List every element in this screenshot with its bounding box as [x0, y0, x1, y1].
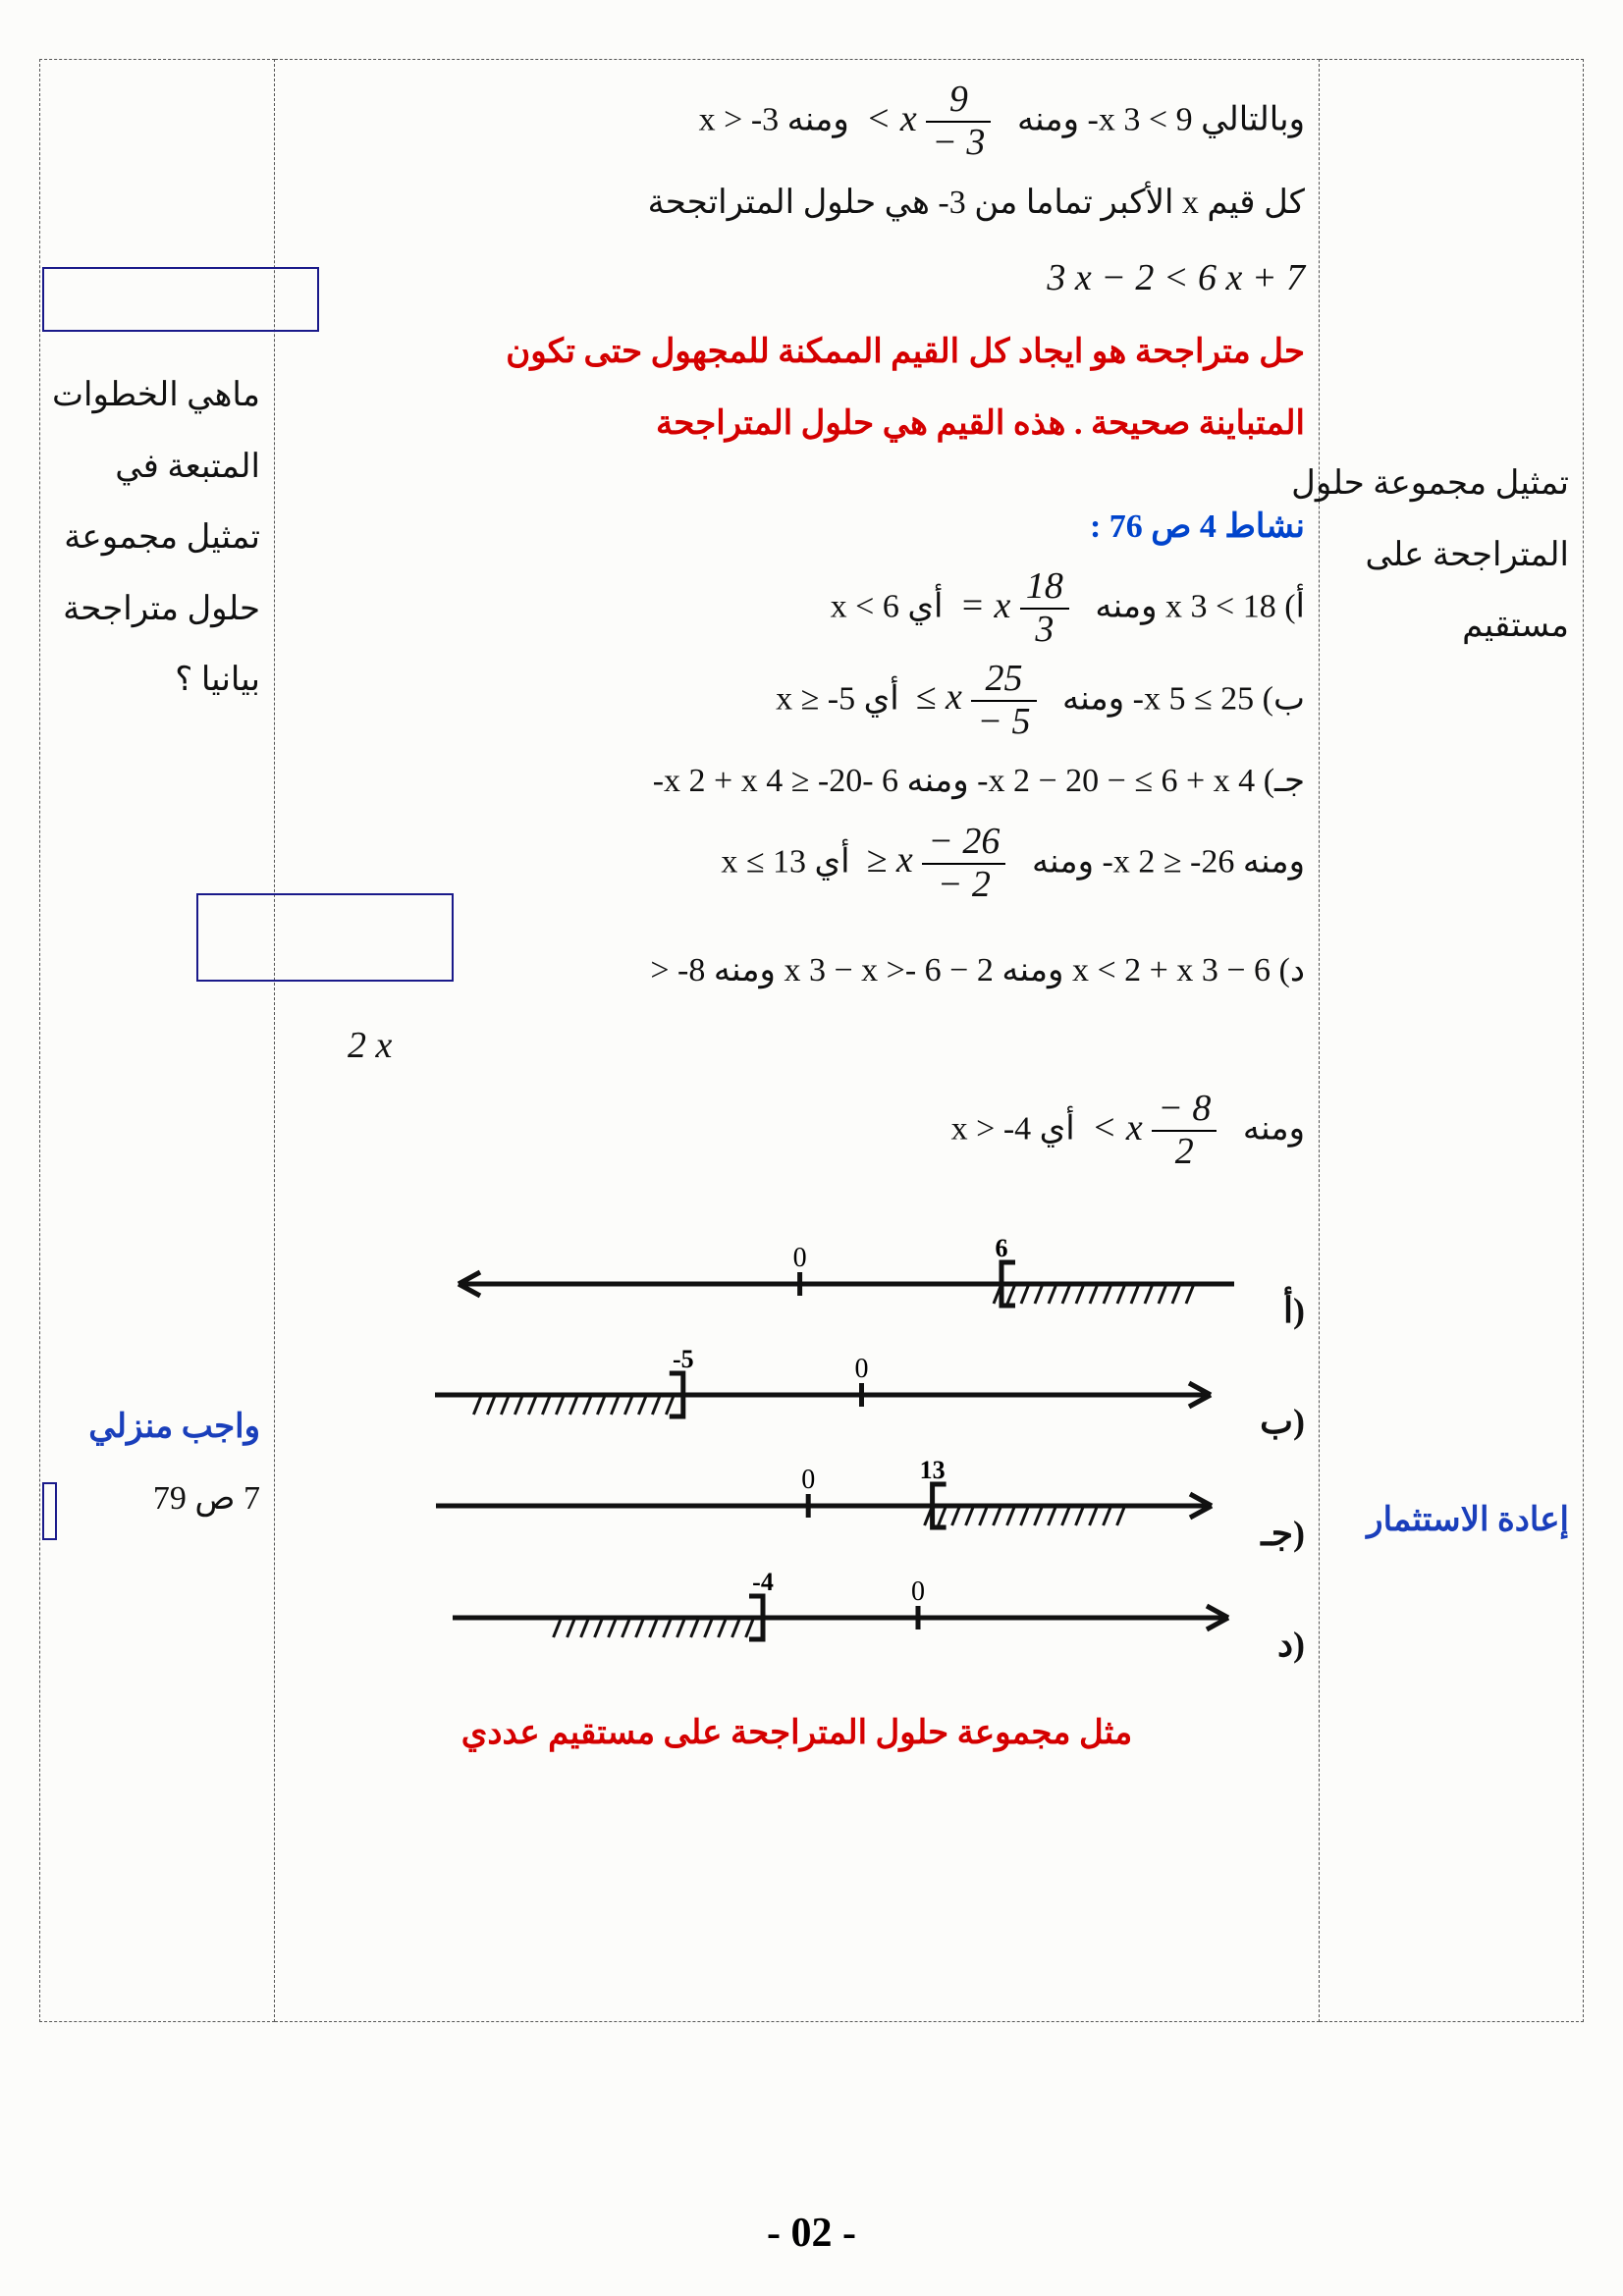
intro-line-1: وبالتالي 9 > x 3- ومنه < x 9− 3 ومنه 3- … [289, 80, 1305, 164]
overlay-box [42, 267, 319, 332]
zero-label: 0 [801, 1465, 815, 1495]
homework-ref: 7 ص 79 [54, 1468, 260, 1531]
number-line-label: د) [1277, 1624, 1305, 1665]
right-title-1: تمثيل مجموعة حلول [1333, 453, 1569, 516]
number-line-2: 0 13 [406, 1452, 1251, 1540]
right-title-2: المتراجحة على [1333, 524, 1569, 588]
number-line-label: جـ) [1261, 1513, 1305, 1554]
number-line-row: 0 -5 ب) [289, 1341, 1305, 1442]
number-line-0: 0 6 [429, 1230, 1273, 1318]
mark-label: -5 [673, 1345, 694, 1373]
left-q5: بيانيا ؟ [54, 649, 260, 713]
number-line-1: 0 -5 [406, 1341, 1250, 1429]
overlay-box [42, 1482, 57, 1540]
number-line-row: 0 13 جـ) [289, 1452, 1305, 1553]
number-line-row: 0 6 أ) [289, 1230, 1305, 1331]
mark-label: 6 [995, 1234, 1007, 1262]
exercise-c-line1: جـ) x 2 − 20 − ≤ 6 + x 4- ومنه 6 -20- ≤ … [289, 750, 1305, 814]
reinvest-label: إعادة الاستثمار [1333, 1489, 1569, 1553]
page-number: - 02 - [0, 2210, 1623, 2257]
number-line-label: أ) [1283, 1290, 1305, 1331]
number-line-row: 0 -4 د) [289, 1564, 1305, 1665]
intro-line-3: 3 x − 2 < 6 x + 7 [289, 242, 1305, 313]
left-q2: المتبعة في [54, 436, 260, 500]
left-q4: حلول متراجحة [54, 578, 260, 642]
conclusion: مثل مجموعة حلول المتراجحة على مستقيم عدد… [289, 1702, 1305, 1766]
exercise-d-line2: ومنه < x − 82 أي 4- < x [289, 1089, 1305, 1173]
activity-title: نشاط 4 ص 76 : [289, 496, 1305, 560]
exercise-d-line1b: 2 x [289, 1010, 1305, 1081]
zero-label: 0 [911, 1576, 925, 1607]
left-q1: ماهي الخطوات [54, 364, 260, 428]
zero-label: 0 [793, 1243, 807, 1273]
right-title-3: مستقيم [1333, 595, 1569, 659]
zero-label: 0 [855, 1354, 869, 1384]
definition-line-2: المتباينة صحيحة . هذه القيم هي حلول المت… [289, 393, 1305, 456]
mark-label: -4 [752, 1568, 774, 1596]
exercise-b: ب) 25 ≥ x 5- ومنه ≤ x 25− 5 أي 5- ≤ x [289, 659, 1305, 743]
exercise-a: أ) 18 > x 3 ومنه = x 183 أي 6 > x [289, 566, 1305, 651]
number-line-label: ب) [1260, 1401, 1305, 1442]
intro-line-2: كل قيم x الأكبر تماما من 3- هي حلول المت… [289, 172, 1305, 236]
definition-line-1: حل متراجحة هو ايجاد كل القيم الممكنة للم… [289, 321, 1305, 385]
mark-label: 13 [920, 1456, 946, 1484]
homework-title: واجب منزلي [54, 1396, 260, 1460]
overlay-box [196, 893, 454, 982]
left-q3: تمثيل مجموعة [54, 507, 260, 570]
number-line-3: 0 -4 [423, 1564, 1268, 1652]
